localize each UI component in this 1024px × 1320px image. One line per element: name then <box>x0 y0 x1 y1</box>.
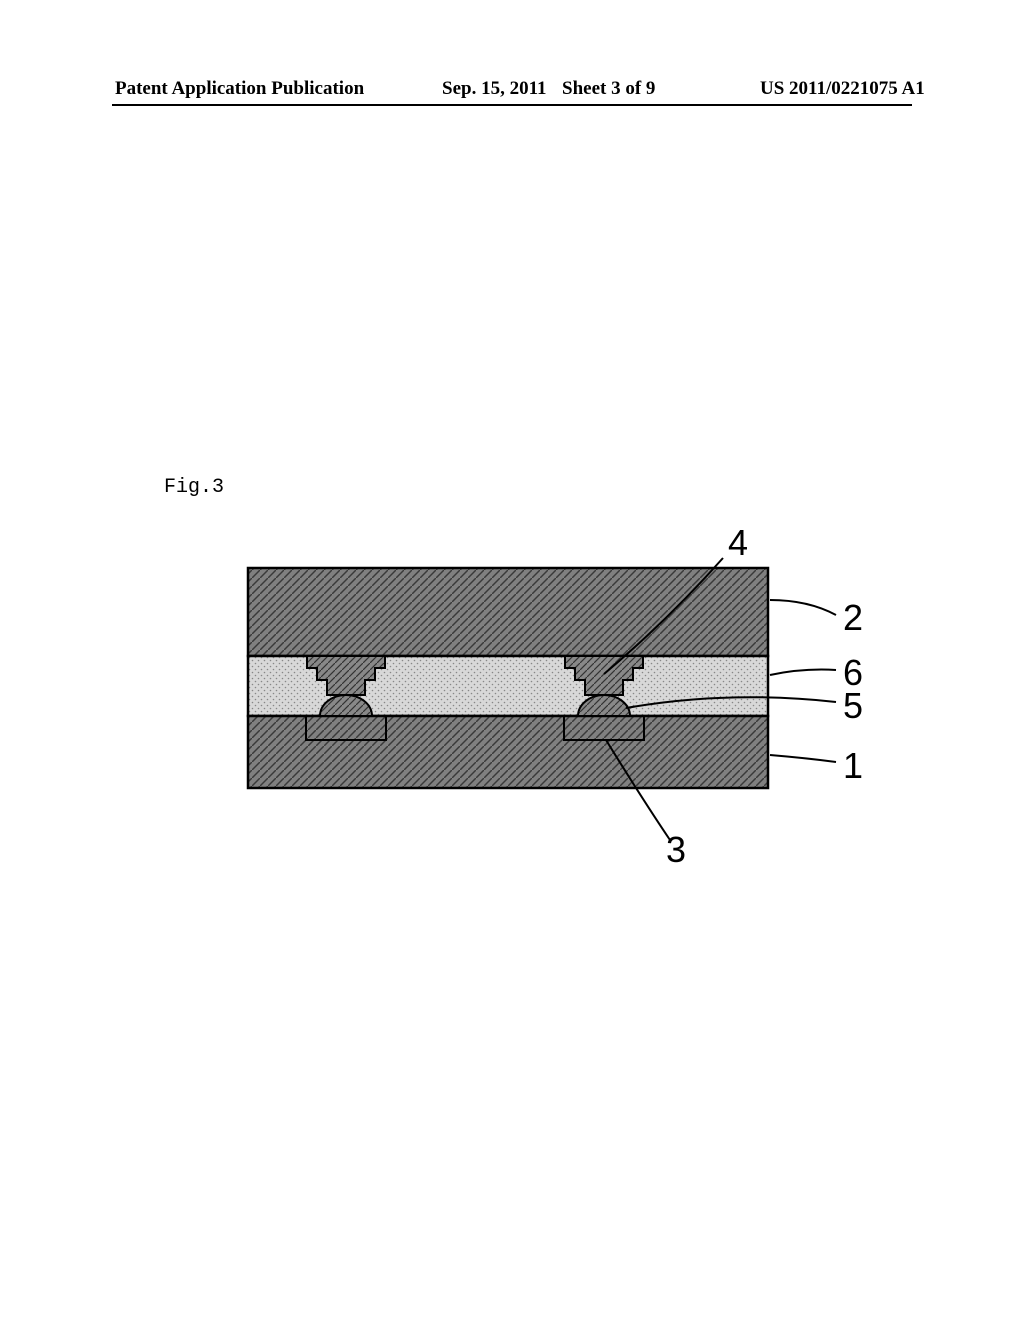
ref-4: 4 <box>728 530 748 563</box>
ref-2: 2 <box>843 597 863 638</box>
sheet-info: Sheet 3 of 9 <box>562 78 655 100</box>
top-substrate <box>248 568 768 656</box>
cross-section-svg: 4 2 6 5 1 3 <box>188 530 888 880</box>
bottom-substrate <box>248 716 768 788</box>
publication-type: Patent Application Publication <box>115 78 364 100</box>
publication-number: US 2011/0221075 A1 <box>760 78 925 100</box>
publication-date: Sep. 15, 2011 <box>442 78 547 100</box>
figure-label: Fig.3 <box>164 476 224 499</box>
ref-3: 3 <box>666 829 686 870</box>
header-divider <box>112 104 912 106</box>
figure-diagram: 4 2 6 5 1 3 <box>188 530 888 880</box>
ref-1: 1 <box>843 745 863 786</box>
lead-1 <box>770 755 836 762</box>
lead-6 <box>770 670 836 675</box>
device-body <box>248 568 768 788</box>
ref-5: 5 <box>843 685 863 726</box>
lead-2 <box>770 600 836 615</box>
